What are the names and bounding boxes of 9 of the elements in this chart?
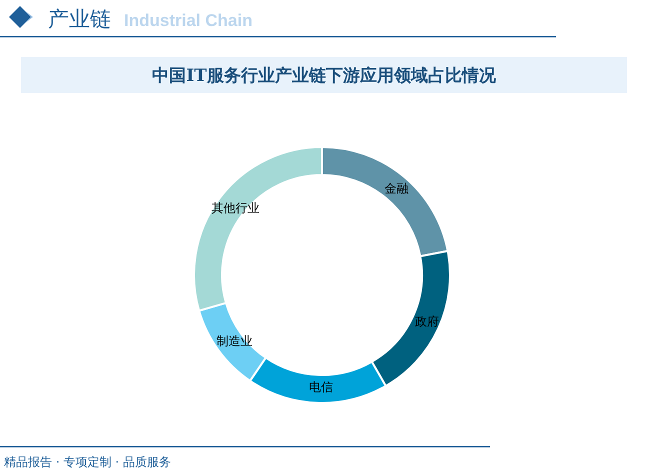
slice-label: 其他行业: [211, 200, 260, 215]
chart-title: 中国IT服务行业产业链下游应用领域占比情况: [152, 66, 497, 86]
text: 精品报告 · 专项定制 · 品质服务: [4, 455, 171, 469]
slice-label: 制造业: [216, 334, 252, 348]
slice-label: 金融: [384, 182, 408, 196]
slice-label: 电信: [308, 380, 333, 394]
text: 产业链: [48, 7, 111, 31]
text: Industrial Chain: [124, 11, 252, 30]
slice-label: 政府: [414, 314, 439, 329]
